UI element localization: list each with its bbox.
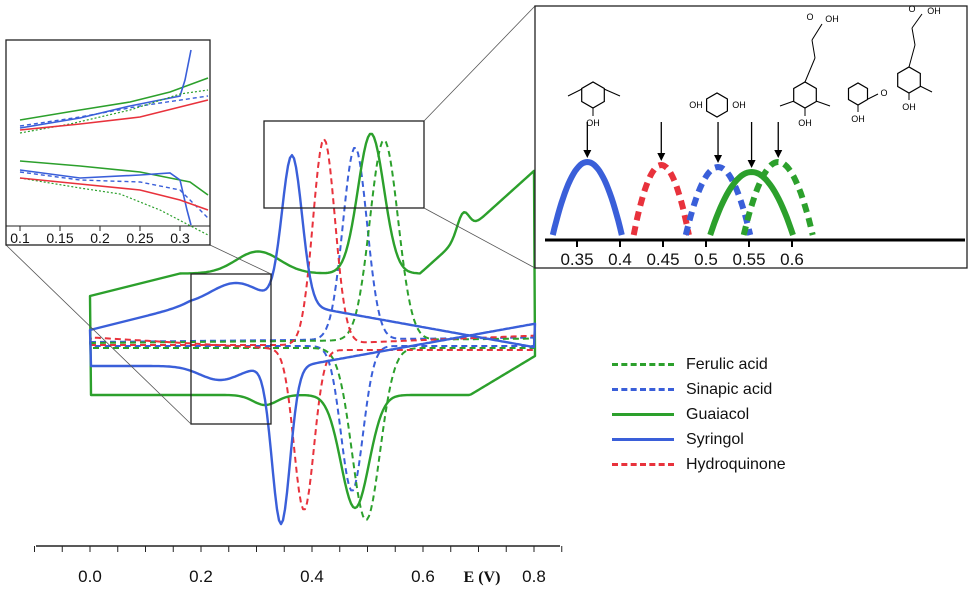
inset-syringol-bot: [19, 169, 192, 226]
peak-ferulic-acid: [740, 158, 816, 236]
atom-label: O: [908, 4, 915, 14]
inset-hydroquinone-top: [19, 99, 209, 131]
legend-label: Hydroquinone: [686, 455, 786, 473]
atom-label: OH: [851, 114, 865, 124]
atom-label: OH: [927, 6, 941, 16]
peak-hydroquinone: [630, 161, 692, 236]
arrow-head: [714, 155, 723, 163]
legend: Ferulic acid Sinapic acid Guaiacol Syrin…: [612, 352, 786, 477]
atom-label: OH: [825, 14, 839, 24]
legend-swatch: [612, 463, 674, 466]
legend-label: Syringol: [686, 430, 744, 448]
x-tick-label: 0.4: [300, 567, 324, 586]
right-inset-tick-label: 0.35: [560, 250, 593, 269]
arrow-head: [774, 150, 783, 158]
right-inset-tick-label: 0.45: [646, 250, 679, 269]
left-inset: 0.1 0.15 0.2 0.25 0.3: [5, 39, 211, 246]
atom-label: OH: [689, 100, 703, 110]
zoom-box-right: [263, 120, 425, 209]
right-inset-tick-label: 0.6: [780, 250, 804, 269]
bond: [911, 27, 916, 46]
x-axis-label: E (V): [464, 569, 501, 586]
legend-swatch: [612, 363, 674, 366]
bond: [911, 13, 923, 29]
bond: [603, 88, 621, 97]
right-inset-tick-label: 0.55: [732, 250, 765, 269]
zoom-box-left: [190, 273, 272, 425]
legend-swatch: [612, 413, 674, 416]
legend-item-hydroquinone: Hydroquinone: [612, 452, 786, 477]
legend-item-sinapic-acid: Sinapic acid: [612, 377, 786, 402]
cv-curve-syringol: [88, 154, 537, 526]
legend-item-ferulic-acid: Ferulic acid: [612, 352, 786, 377]
atom-label: O: [880, 88, 887, 98]
legend-label: Sinapic acid: [686, 380, 773, 398]
right-inset-tick-label: 0.4: [608, 250, 632, 269]
main-x-axis: 0.0 0.2 0.4 0.6 0.8 E (V): [34, 545, 563, 586]
atom-label: OH: [798, 118, 812, 128]
legend-item-syringol: Syringol: [612, 427, 786, 452]
atom-label: OH: [732, 100, 746, 110]
bond: [908, 44, 916, 68]
bond: [815, 100, 831, 107]
connector-line: [209, 244, 272, 275]
atom-label: OH: [902, 102, 916, 112]
legend-label: Guaiacol: [686, 405, 750, 423]
arrow-head: [747, 160, 756, 168]
atom-label: O: [806, 12, 813, 22]
bond: [779, 100, 795, 107]
zoom-frames: [5, 5, 536, 425]
benzene-ring: [705, 92, 729, 118]
peak-sinapic-acid: [682, 163, 754, 236]
x-tick-label: 0.0: [78, 567, 102, 586]
left-inset-tick-label: 0.15: [46, 230, 73, 246]
legend-label: Ferulic acid: [686, 355, 768, 373]
x-tick-label: 0.2: [189, 567, 213, 586]
connector-line: [423, 5, 536, 122]
left-inset-frame: [5, 39, 211, 246]
legend-item-guaiacol: Guaiacol: [612, 402, 786, 427]
bond: [811, 39, 816, 59]
left-inset-tick-label: 0.3: [170, 230, 190, 246]
inset-ferulic-bot: [19, 177, 209, 236]
arrow-head: [583, 150, 592, 158]
inset-sinapic-bot: [19, 171, 209, 219]
cv-curve-hydroquinone: [89, 138, 536, 511]
legend-swatch: [612, 438, 674, 441]
inset-guaiacol-bot: [19, 160, 209, 196]
atom-label: OH: [586, 118, 600, 128]
right-inset: 0.35 0.4 0.45 0.5 0.55 0.6 OH OH OH OH O OH OH O OH O OH: [534, 4, 968, 269]
connector-line: [423, 207, 536, 269]
bond: [919, 85, 933, 93]
bond: [811, 23, 823, 41]
x-tick-label: 0.8: [522, 567, 546, 586]
legend-swatch: [612, 388, 674, 391]
right-inset-tick-label: 0.5: [694, 250, 718, 269]
peak-guaiacol: [707, 168, 796, 236]
left-inset-tick-label: 0.25: [126, 230, 153, 246]
inset-hydroquinone-bot: [19, 177, 209, 211]
peak-syringol: [549, 158, 625, 236]
left-inset-tick-label: 0.2: [90, 230, 110, 246]
bond: [567, 88, 583, 97]
inset-sinapic-top: [19, 95, 209, 127]
arrow-head: [657, 153, 666, 161]
bond: [867, 93, 879, 100]
x-tick-label: 0.6: [411, 567, 435, 586]
bond: [804, 57, 816, 83]
connector-line: [5, 244, 192, 425]
left-inset-tick-label: 0.1: [10, 230, 30, 246]
